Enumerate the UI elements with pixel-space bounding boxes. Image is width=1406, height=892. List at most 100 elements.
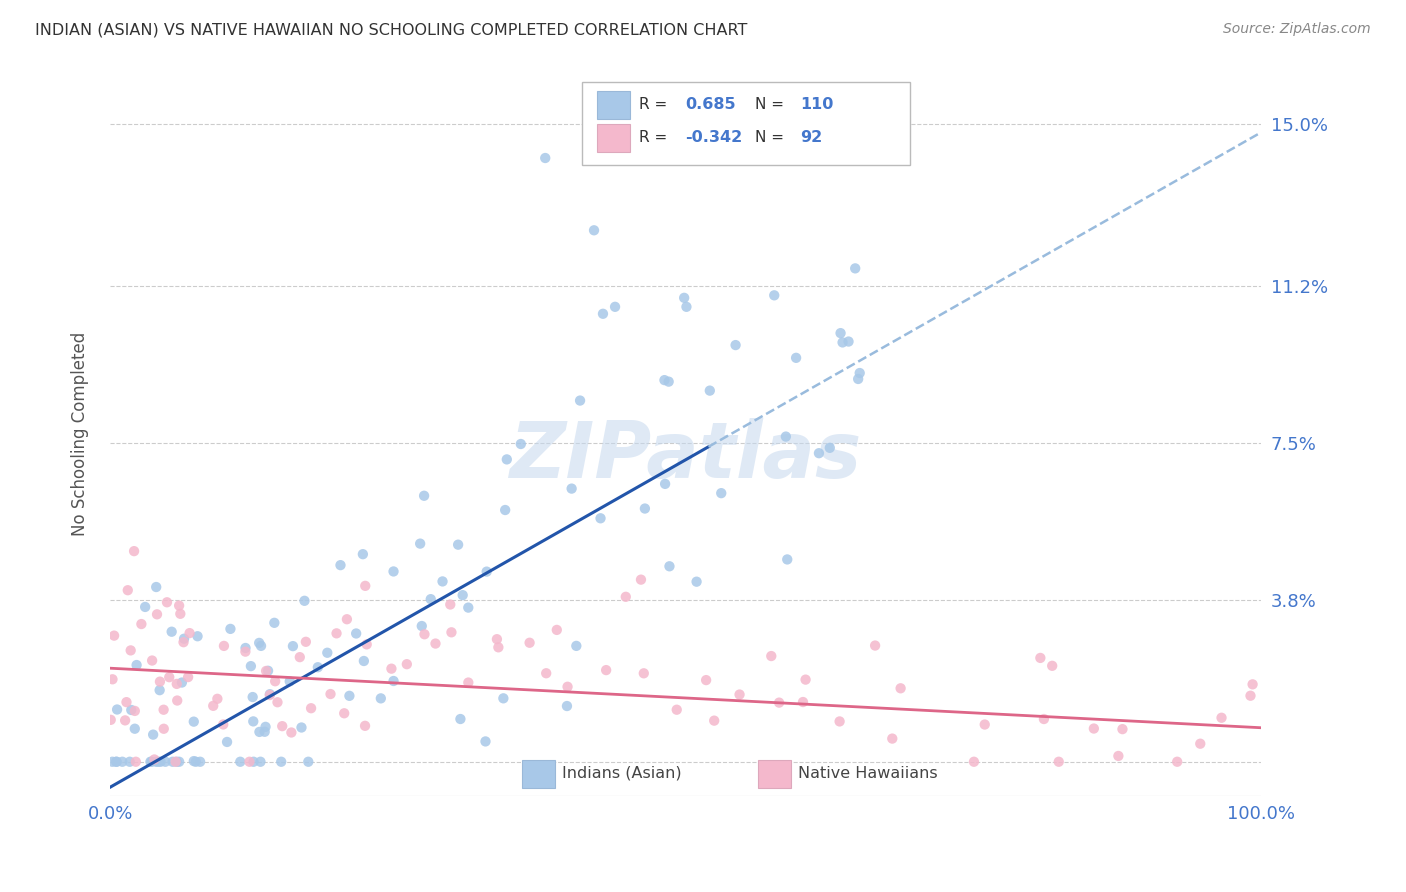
Point <box>325 626 347 640</box>
Point <box>776 552 799 566</box>
Point <box>724 338 747 352</box>
Point <box>565 639 588 653</box>
Point <box>534 151 557 165</box>
Point <box>665 703 688 717</box>
Point <box>307 660 329 674</box>
Point <box>117 583 139 598</box>
Point <box>354 719 377 733</box>
Point <box>1107 748 1129 763</box>
Text: ZIPatlas: ZIPatlas <box>509 418 862 494</box>
Point <box>249 755 271 769</box>
Point <box>148 755 170 769</box>
Point <box>329 558 352 573</box>
Point <box>297 755 319 769</box>
Text: 0.685: 0.685 <box>686 97 737 112</box>
Text: Source: ZipAtlas.com: Source: ZipAtlas.com <box>1223 22 1371 37</box>
Point <box>792 695 814 709</box>
Point <box>603 300 626 314</box>
Point <box>474 734 496 748</box>
Point <box>242 714 264 729</box>
Point <box>457 600 479 615</box>
Point <box>344 626 367 640</box>
Text: INDIAN (ASIAN) VS NATIVE HAWAIIAN NO SCHOOLING COMPLETED CORRELATION CHART: INDIAN (ASIAN) VS NATIVE HAWAIIAN NO SCH… <box>35 22 748 37</box>
Point <box>166 677 188 691</box>
Point <box>882 731 904 746</box>
Point <box>509 437 531 451</box>
Point <box>105 755 128 769</box>
Point <box>844 261 866 276</box>
FancyBboxPatch shape <box>758 760 792 788</box>
Point <box>263 615 285 630</box>
Point <box>143 752 166 766</box>
Point <box>149 674 172 689</box>
Point <box>294 594 316 608</box>
Point <box>728 688 751 702</box>
Point <box>685 574 707 589</box>
Point <box>409 536 432 550</box>
Point <box>278 674 301 689</box>
Text: 110: 110 <box>800 97 834 112</box>
Point <box>173 635 195 649</box>
Point <box>695 673 717 687</box>
Point <box>775 429 797 443</box>
Point <box>259 687 281 701</box>
Point <box>1032 712 1054 726</box>
Point <box>166 693 188 707</box>
Point <box>152 722 174 736</box>
Point <box>212 639 235 653</box>
Point <box>838 334 860 349</box>
Point <box>111 755 134 769</box>
Point <box>103 629 125 643</box>
Point <box>439 598 461 612</box>
Point <box>831 335 853 350</box>
Point <box>675 300 697 314</box>
Point <box>1189 737 1212 751</box>
Point <box>863 639 886 653</box>
Point <box>183 714 205 729</box>
Point <box>710 486 733 500</box>
Point <box>569 393 592 408</box>
Point <box>280 725 302 739</box>
Point <box>156 595 179 609</box>
FancyBboxPatch shape <box>582 82 910 165</box>
Text: Indians (Asian): Indians (Asian) <box>562 766 682 780</box>
Point <box>215 735 238 749</box>
Point <box>413 489 436 503</box>
Point <box>235 645 257 659</box>
Point <box>785 351 807 365</box>
Y-axis label: No Schooling Completed: No Schooling Completed <box>72 332 89 536</box>
Text: -0.342: -0.342 <box>686 130 742 145</box>
Point <box>270 755 292 769</box>
Point <box>370 691 392 706</box>
Point <box>141 654 163 668</box>
Point <box>242 690 264 704</box>
Point <box>658 375 681 389</box>
Point <box>229 755 252 769</box>
Point <box>288 650 311 665</box>
Point <box>761 648 783 663</box>
Point <box>1241 677 1264 691</box>
Point <box>257 664 280 678</box>
Point <box>100 713 122 727</box>
Point <box>614 590 637 604</box>
Point <box>673 291 696 305</box>
Point <box>1111 722 1133 736</box>
Point <box>165 755 187 769</box>
Point <box>519 636 541 650</box>
Point <box>115 695 138 709</box>
Point <box>1166 755 1188 769</box>
Text: R =: R = <box>640 97 668 112</box>
Point <box>699 384 721 398</box>
Point <box>333 706 356 721</box>
Point <box>654 476 676 491</box>
Point <box>299 701 322 715</box>
Point <box>212 717 235 731</box>
Point <box>356 637 378 651</box>
Point <box>179 626 201 640</box>
FancyBboxPatch shape <box>598 91 630 120</box>
Point <box>494 503 516 517</box>
Point <box>352 547 374 561</box>
Point <box>1029 651 1052 665</box>
Point <box>1083 722 1105 736</box>
Point <box>162 755 184 769</box>
